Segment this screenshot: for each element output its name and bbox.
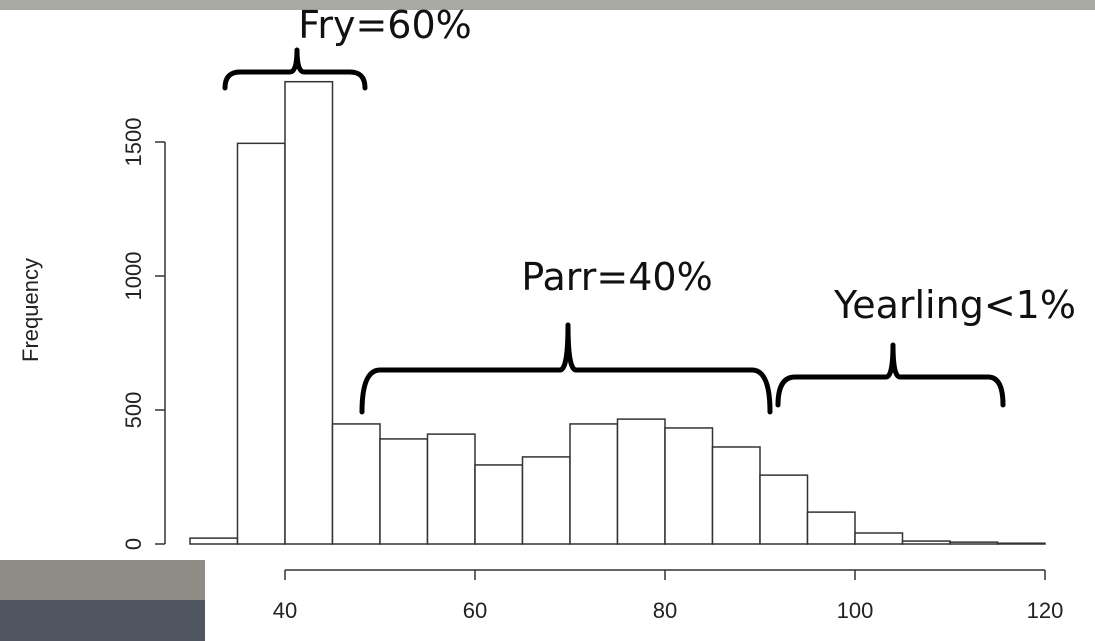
photo-strip — [0, 0, 1095, 10]
y-tick-label: 1500 — [121, 118, 146, 167]
x-tick-label: 100 — [837, 598, 874, 623]
bar — [760, 475, 808, 544]
bar — [665, 428, 713, 544]
y-tick-label: 0 — [121, 538, 146, 550]
bar — [570, 424, 618, 544]
x-tick-label: 120 — [1027, 598, 1064, 623]
bar — [713, 447, 761, 544]
bar — [333, 424, 381, 544]
ruler-scale — [0, 600, 205, 641]
bar — [238, 143, 286, 544]
bar — [950, 542, 998, 544]
x-tick-label: 40 — [273, 598, 297, 623]
bar — [618, 419, 666, 544]
bar — [285, 82, 333, 544]
annotation: Fry=60% — [298, 3, 472, 47]
bar — [523, 457, 571, 544]
brace — [778, 345, 1003, 405]
bar — [998, 543, 1046, 544]
y-axis-label: Frequency — [18, 258, 43, 362]
bar — [903, 541, 951, 544]
x-tick-label: 80 — [653, 598, 677, 623]
bar — [475, 465, 523, 544]
y-tick-label: 1000 — [121, 252, 146, 301]
annotation: Parr=40% — [521, 255, 712, 299]
annotation: Yearling<1% — [833, 283, 1076, 327]
chart: Fry=60% Parr=40% Yearling<1% Frequency 4… — [0, 0, 1095, 641]
bar — [190, 538, 238, 544]
brace — [362, 325, 770, 412]
bar — [808, 512, 856, 544]
bar — [380, 439, 428, 544]
bar — [855, 533, 903, 544]
x-tick-label: 60 — [463, 598, 487, 623]
bar — [428, 434, 476, 544]
y-tick-label: 500 — [121, 392, 146, 429]
